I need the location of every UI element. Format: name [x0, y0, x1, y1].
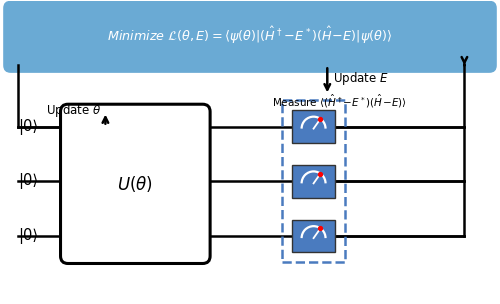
Text: |0⟩: |0⟩: [18, 228, 38, 244]
Text: Update $\theta$: Update $\theta$: [46, 102, 102, 119]
Text: |0⟩: |0⟩: [18, 119, 38, 135]
Bar: [292, 165, 335, 198]
FancyBboxPatch shape: [3, 1, 497, 73]
Bar: [282, 101, 344, 262]
Text: Measure $\langle(\hat{H}^\dagger\!-\!E^*)(\hat{H}\!-\!E)\rangle$: Measure $\langle(\hat{H}^\dagger\!-\!E^*…: [272, 93, 407, 110]
Text: Update $E$: Update $E$: [334, 70, 389, 87]
Text: Minimize $\mathcal{L}(\theta, E) = \langle\psi(\theta)|(\hat{H}^\dagger\!-\!E^*): Minimize $\mathcal{L}(\theta, E) = \lang…: [108, 25, 393, 46]
Text: |0⟩: |0⟩: [18, 173, 38, 189]
Text: $U(\theta)$: $U(\theta)$: [118, 174, 154, 194]
Bar: [292, 110, 335, 143]
FancyBboxPatch shape: [60, 104, 210, 264]
Bar: [292, 220, 335, 252]
